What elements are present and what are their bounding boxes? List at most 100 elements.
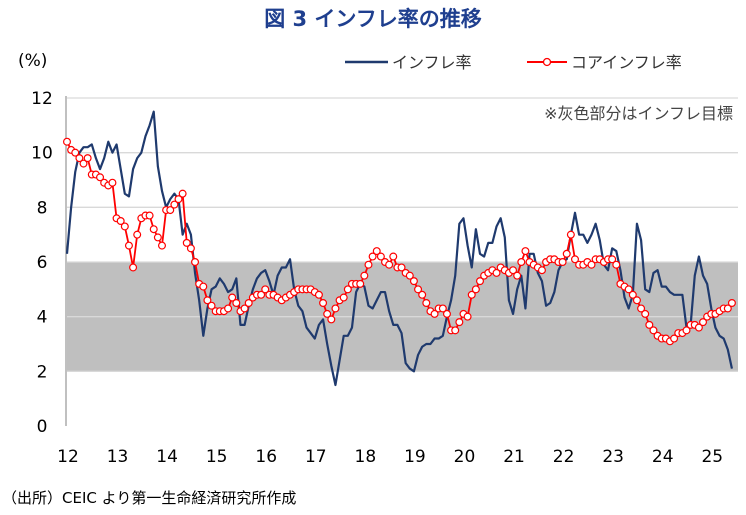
x-tick-label: 25: [701, 447, 723, 467]
legend-core-marker: [542, 57, 552, 67]
core-inflation-point: [360, 271, 369, 280]
core-inflation-point: [96, 173, 105, 182]
chart-title: 図 3 インフレ率の推移: [264, 7, 482, 31]
core-inflation-point: [509, 266, 518, 275]
core-inflation-point: [182, 238, 191, 247]
core-inflation-point: [558, 258, 567, 267]
core-inflation-point: [471, 285, 480, 294]
core-inflation-point: [624, 285, 633, 294]
core-inflation-point: [207, 301, 216, 310]
core-inflation-point: [75, 154, 84, 163]
target-band-annotation: ※灰色部分はインフレ目標: [544, 104, 733, 123]
core-inflation-point: [368, 252, 377, 261]
legend-headline-label: インフレ率: [392, 53, 472, 72]
core-inflation-point: [405, 271, 414, 280]
x-tick-label: 21: [503, 447, 525, 467]
y-tick-label: 12: [31, 89, 53, 109]
core-inflation-point: [170, 200, 179, 209]
core-inflation-point: [385, 260, 394, 269]
x-tick-label: 17: [305, 447, 327, 467]
core-inflation-point: [587, 260, 596, 269]
core-inflation-point: [149, 225, 158, 234]
core-inflation-point: [438, 304, 447, 313]
core-inflation-point: [186, 244, 195, 253]
core-inflation-point: [570, 255, 579, 264]
source-note: （出所）CEIC より第一生命経済研究所作成: [2, 489, 296, 507]
core-inflation-point: [199, 282, 208, 291]
core-inflation-point: [513, 271, 522, 280]
core-inflation-point: [442, 309, 451, 318]
core-inflation-point: [372, 247, 381, 256]
core-inflation-point: [178, 189, 187, 198]
x-tick-label: 14: [156, 447, 178, 467]
core-inflation-point: [323, 309, 332, 318]
core-inflation-point: [314, 290, 323, 299]
core-inflation-point: [133, 230, 142, 239]
x-tick-label: 19: [404, 447, 426, 467]
core-inflation-point: [418, 290, 427, 299]
core-inflation-point: [430, 309, 439, 318]
core-inflation-point: [414, 285, 423, 294]
x-tick-label: 24: [652, 447, 674, 467]
x-tick-label: 13: [107, 447, 129, 467]
core-inflation-point: [203, 296, 212, 305]
core-inflation-point: [566, 230, 575, 239]
core-inflation-point: [455, 318, 464, 327]
core-inflation-point: [562, 249, 571, 258]
core-inflation-point: [682, 326, 691, 335]
core-inflation-point: [376, 252, 385, 261]
core-inflation-point: [108, 178, 117, 187]
core-inflation-point: [492, 268, 501, 277]
core-inflation-point: [327, 315, 336, 324]
x-tick-label: 22: [553, 447, 575, 467]
y-tick-label: 10: [31, 144, 53, 164]
core-inflation-point: [228, 293, 237, 302]
y-tick-label: 2: [37, 362, 48, 382]
core-inflation-point: [153, 233, 162, 242]
core-inflation-point: [124, 241, 133, 250]
x-tick-label: 18: [355, 447, 377, 467]
core-inflation-point: [116, 217, 125, 226]
core-inflation-point: [319, 299, 328, 308]
core-inflation-point: [397, 263, 406, 272]
core-inflation-point: [240, 304, 249, 313]
x-tick-label: 16: [255, 447, 277, 467]
legend: インフレ率 コアインフレ率: [345, 53, 682, 72]
core-inflation-point: [261, 285, 270, 294]
y-tick-label: 8: [37, 198, 48, 218]
core-inflation-point: [145, 211, 154, 220]
core-inflation-point: [257, 290, 266, 299]
core-inflation-point: [727, 299, 736, 308]
x-tick-label: 20: [454, 447, 476, 467]
core-inflation-point: [612, 260, 621, 269]
core-inflation-point: [628, 290, 637, 299]
core-inflation-point: [608, 255, 617, 264]
core-inflation-point: [409, 277, 418, 286]
core-inflation-point: [670, 334, 679, 343]
core-inflation-point: [649, 326, 658, 335]
y-axis-label: (%): [18, 51, 47, 71]
x-tick-label: 15: [206, 447, 228, 467]
core-inflation-point: [422, 299, 431, 308]
core-inflation-point: [157, 241, 166, 250]
core-inflation-point: [191, 258, 200, 267]
core-inflation-point: [517, 258, 526, 267]
core-inflation-point: [232, 299, 241, 308]
core-inflation-point: [244, 299, 253, 308]
core-inflation-point: [723, 304, 732, 313]
core-inflation-point: [83, 154, 92, 163]
core-inflation-point: [79, 159, 88, 168]
core-inflation-point: [339, 293, 348, 302]
y-tick-label: 6: [37, 253, 48, 273]
core-inflation-point: [537, 266, 546, 275]
legend-core-label: コアインフレ率: [571, 53, 682, 72]
core-inflation-point: [451, 326, 460, 335]
core-inflation-point: [343, 285, 352, 294]
core-inflation-point: [641, 309, 650, 318]
core-inflation-point: [174, 195, 183, 204]
core-inflation-point: [129, 263, 138, 272]
core-inflation-point: [463, 312, 472, 321]
core-inflation-point: [120, 222, 129, 231]
x-tick-label: 12: [57, 447, 79, 467]
